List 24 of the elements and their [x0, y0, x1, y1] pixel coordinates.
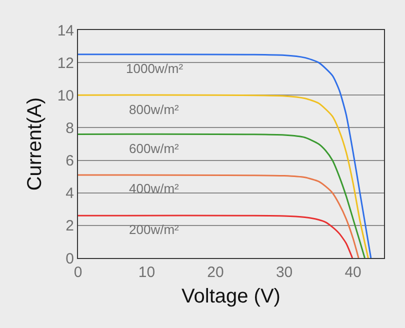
y-tick-label: 12 — [57, 54, 74, 72]
series-label: 600w/m² — [129, 141, 180, 156]
x-tick-label: 10 — [138, 264, 156, 281]
line-series — [78, 133, 366, 258]
x-tick-label: 20 — [207, 264, 224, 281]
y-tick-label: 10 — [57, 87, 74, 104]
line-series — [78, 94, 369, 258]
y-tick-label: 0 — [66, 250, 74, 268]
x-tick-label: 40 — [344, 264, 362, 281]
y-tick-label: 14 — [57, 22, 74, 40]
y-axis-title: Current(A) — [24, 97, 46, 191]
y-tick-label: 6 — [66, 152, 74, 170]
x-axis-title: Voltage (V) — [182, 286, 280, 308]
y-tick-label: 8 — [66, 120, 74, 137]
series-label: 400w/m² — [129, 181, 180, 196]
line-series — [78, 174, 360, 258]
series-label: 800w/m² — [129, 102, 180, 117]
line-series — [78, 54, 372, 258]
series-label: 200w/m² — [129, 222, 180, 237]
y-tick-label: 4 — [66, 185, 74, 202]
y-tick-label: 2 — [66, 218, 74, 235]
line-series — [78, 214, 354, 258]
series-label: 1000w/m² — [126, 61, 184, 76]
x-tick-label: 30 — [276, 264, 293, 281]
